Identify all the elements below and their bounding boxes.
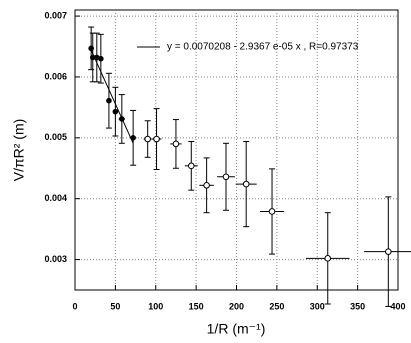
point [268, 208, 276, 215]
x-tick-label: 400 [390, 301, 405, 311]
y-tick-label: 0.004 [44, 193, 67, 203]
point [106, 97, 112, 104]
y-axis-label: V/πR² (m) [11, 119, 27, 182]
fit-line [90, 49, 134, 144]
x-tick-label: 350 [350, 301, 365, 311]
point [222, 173, 230, 181]
y-tick-label: 0.005 [44, 132, 67, 142]
x-tick-label: 300 [310, 301, 325, 311]
x-tick-label: 150 [189, 301, 204, 311]
point [203, 182, 210, 189]
point [324, 255, 332, 262]
point [187, 162, 195, 170]
x-axis-label: 1/R (m⁻¹) [207, 321, 266, 337]
point [98, 55, 104, 62]
point [144, 135, 151, 143]
x-tick-label: 100 [148, 301, 163, 311]
point [242, 180, 250, 188]
point [112, 108, 119, 115]
y-tick-label: 0.007 [44, 10, 67, 20]
x-tick-label: 250 [269, 301, 284, 311]
x-tick-label: 0 [72, 301, 77, 311]
point [153, 135, 160, 143]
y-tick-label: 0.006 [44, 71, 67, 81]
point [172, 140, 180, 148]
legend-label: y = 0.0070208 - 2.9367 e-05 x , R=0.9737… [167, 42, 359, 53]
x-tick-label: 50 [110, 301, 120, 311]
y-tick-label: 0.003 [44, 254, 67, 264]
x-tick-label: 200 [229, 301, 244, 311]
point [385, 248, 392, 255]
